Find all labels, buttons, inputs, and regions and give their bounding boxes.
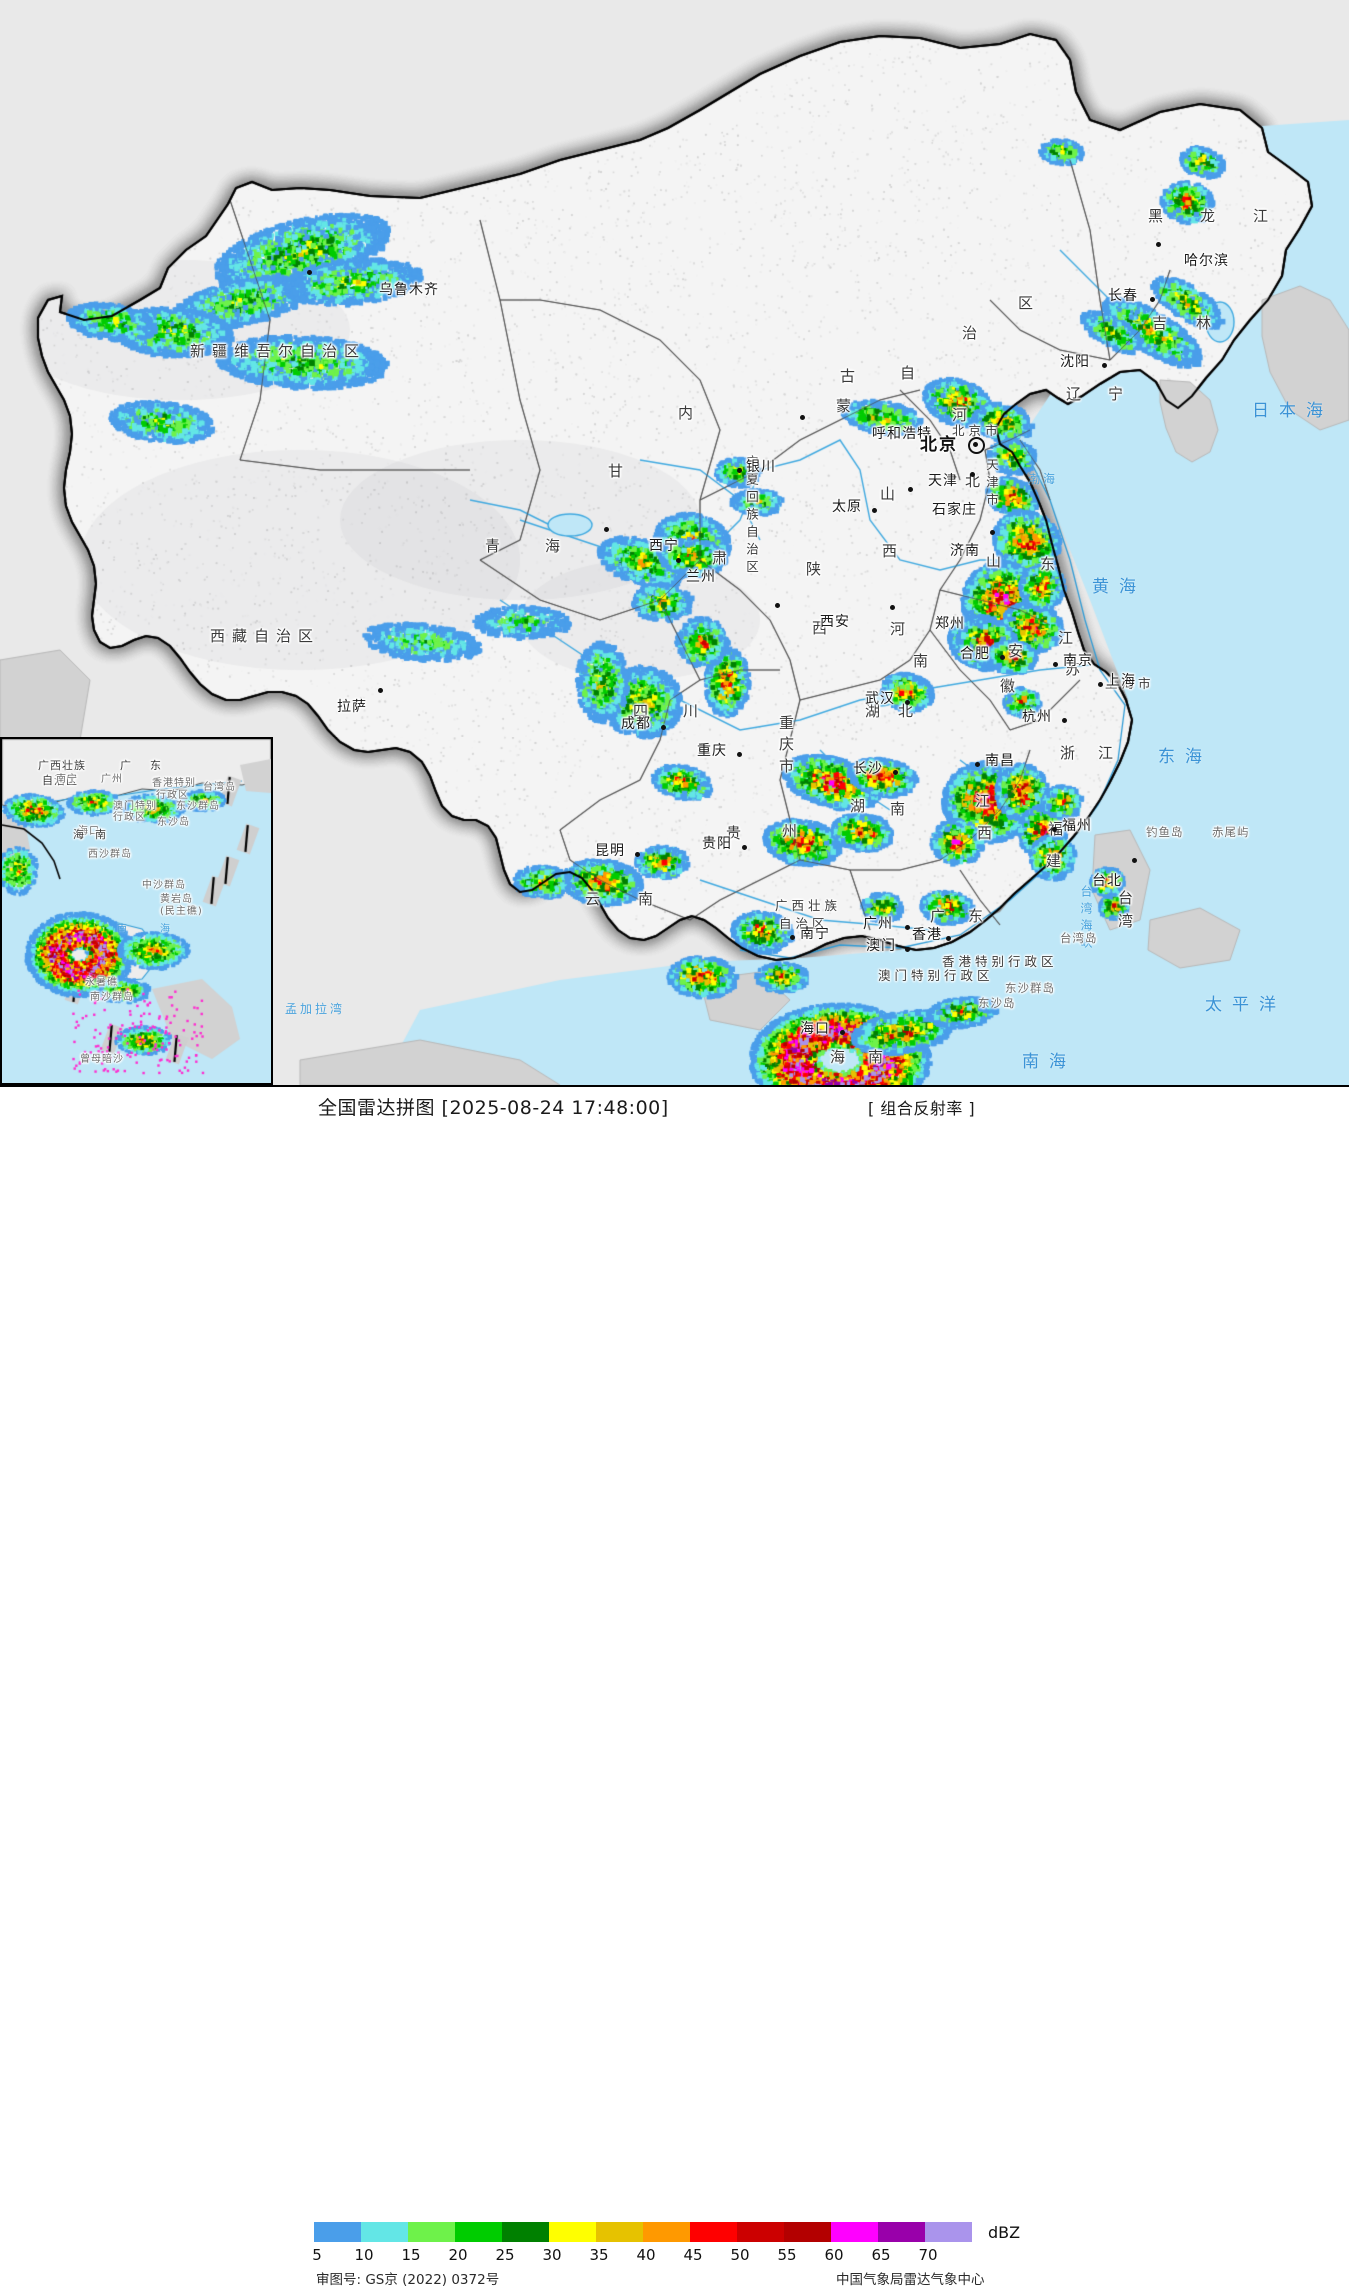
organization-label: 中国气象局雷达气象中心	[836, 2272, 985, 2288]
product-type-label: [ 组合反射率 ]	[868, 1099, 976, 1118]
colorbar-tick-25: 25	[495, 2246, 515, 2264]
colorbar-swatches	[314, 2222, 972, 2242]
colorbar-swatch-13	[878, 2222, 925, 2242]
colorbar-tick-15: 15	[401, 2246, 421, 2264]
approval-number: 审图号: GS京 (2022) 0372号	[316, 2272, 500, 2288]
colorbar-swatch-3	[408, 2222, 455, 2242]
colorbar-tick-35: 35	[589, 2246, 609, 2264]
colorbar-swatch-2	[361, 2222, 408, 2242]
colorbar-tick-50: 50	[730, 2246, 750, 2264]
colorbar-tick-65: 65	[871, 2246, 891, 2264]
colorbar-swatch-10	[737, 2222, 784, 2242]
colorbar-swatch-11	[784, 2222, 831, 2242]
colorbar-tick-60: 60	[824, 2246, 844, 2264]
colorbar-tick-70: 70	[918, 2246, 938, 2264]
radar-map-panel[interactable]: 新疆维吾尔自治区 西藏自治区青海内蒙古自治区甘肃宁夏回族自治区陕西山西河北北京市天…	[0, 0, 1349, 1085]
colorbar-tick-20: 20	[448, 2246, 468, 2264]
colorbar-swatch-8	[643, 2222, 690, 2242]
colorbar-swatch-14	[925, 2222, 972, 2242]
colorbar-tick-45: 45	[683, 2246, 703, 2264]
colorbar-tick-40: 40	[636, 2246, 656, 2264]
colorbar-tick-labels: 5 10 15 20 25 30 35 40 45 50 55 60 65 70	[0, 2246, 1349, 2266]
south-china-sea-inset-map[interactable]	[0, 737, 273, 1085]
colorbar-swatch-6	[549, 2222, 596, 2242]
colorbar-tick-55: 55	[777, 2246, 797, 2264]
colorbar-tick-30: 30	[542, 2246, 562, 2264]
colorbar-tick-10: 10	[354, 2246, 374, 2264]
map-title: 全国雷达拼图 [2025-08-24 17:48:00]	[318, 1097, 669, 1119]
colorbar-swatch-7	[596, 2222, 643, 2242]
colorbar-swatch-1	[314, 2222, 361, 2242]
colorbar-unit-label: dBZ	[988, 2223, 1021, 2242]
colorbar-swatch-4	[455, 2222, 502, 2242]
inset-map-canvas[interactable]	[2, 739, 271, 1083]
colorbar-tick-5: 5	[312, 2246, 322, 2264]
colorbar-swatch-5	[502, 2222, 549, 2242]
colorbar-swatch-9	[690, 2222, 737, 2242]
legend-panel: 全国雷达拼图 [2025-08-24 17:48:00] [ 组合反射率 ] d…	[0, 1085, 1349, 2288]
colorbar-swatch-12	[831, 2222, 878, 2242]
